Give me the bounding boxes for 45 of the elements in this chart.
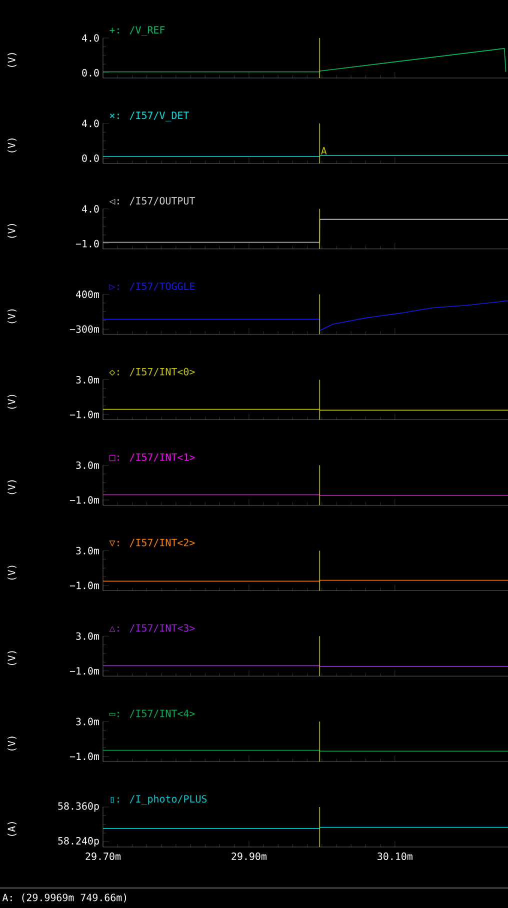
y-axis-title: (A) xyxy=(8,822,16,836)
y-tick-label: 0.0 xyxy=(82,68,99,77)
text: ◇: /I57/INT<0> xyxy=(109,368,195,376)
x-tick-label: 29.90m xyxy=(232,852,266,860)
y-tick-label: 4.0 xyxy=(82,120,99,128)
y-tick-label: 400m xyxy=(76,290,100,298)
y-tick-label: 3.0m xyxy=(76,632,100,640)
text: △: /I57/INT<3> xyxy=(109,624,195,633)
text: ◁: /I57/OUTPUT xyxy=(109,196,195,206)
y-tick-label: 3.0m xyxy=(76,718,100,726)
y-axis-title: (V) xyxy=(8,736,16,750)
y-tick-label: −300m xyxy=(70,325,100,333)
text: ▷: /I57/TOGGLE xyxy=(109,282,195,291)
text: ▭: /I57/INT<4> xyxy=(109,710,195,718)
y-tick-label: 3.0m xyxy=(76,461,100,469)
y-axis-title: (V) xyxy=(8,651,16,666)
y-tick-label: 3.0m xyxy=(76,376,100,384)
y-tick-label: −1.0m xyxy=(70,410,100,418)
text: ×: /I57/V_DET xyxy=(110,112,189,122)
y-tick-label: 0.0 xyxy=(82,154,99,162)
text: +: /V_REF xyxy=(110,26,165,36)
text: ▯: /I_photo/PLUS xyxy=(110,794,207,805)
text: ▽: /I57/INT<2> xyxy=(109,538,195,548)
y-axis-title: (V) xyxy=(8,480,16,494)
x-tick-label: 30.10m xyxy=(378,852,412,860)
y-axis-title: (V) xyxy=(8,566,16,580)
y-tick-label: 3.0m xyxy=(76,546,100,554)
y-tick-label: 58.360p xyxy=(58,802,99,812)
y-axis-title: (V) xyxy=(8,138,16,152)
y-tick-label: −1.0m xyxy=(70,582,100,590)
y-axis-title: (V) xyxy=(8,394,16,409)
y-tick-label: 4.0 xyxy=(82,205,99,213)
ref-line-label: A xyxy=(321,147,327,154)
y-axis-title: (V) xyxy=(8,53,16,67)
y-tick-label: −1.0m xyxy=(70,496,100,504)
y-axis-title: (V) xyxy=(8,309,16,324)
x-tick-label: 29.70m xyxy=(86,852,121,860)
text: □: /I57/INT<1> xyxy=(109,453,195,462)
y-tick-label: −1.0 xyxy=(76,240,99,248)
y-tick-label: 4.0 xyxy=(82,34,99,42)
y-tick-label: 58.240p xyxy=(58,837,99,847)
y-tick-label: −1.0m xyxy=(70,752,100,760)
y-tick-label: −1.0m xyxy=(70,667,100,675)
y-axis-title: (V) xyxy=(8,224,16,238)
text: A: (29.9969m 749.66m) xyxy=(2,894,126,902)
